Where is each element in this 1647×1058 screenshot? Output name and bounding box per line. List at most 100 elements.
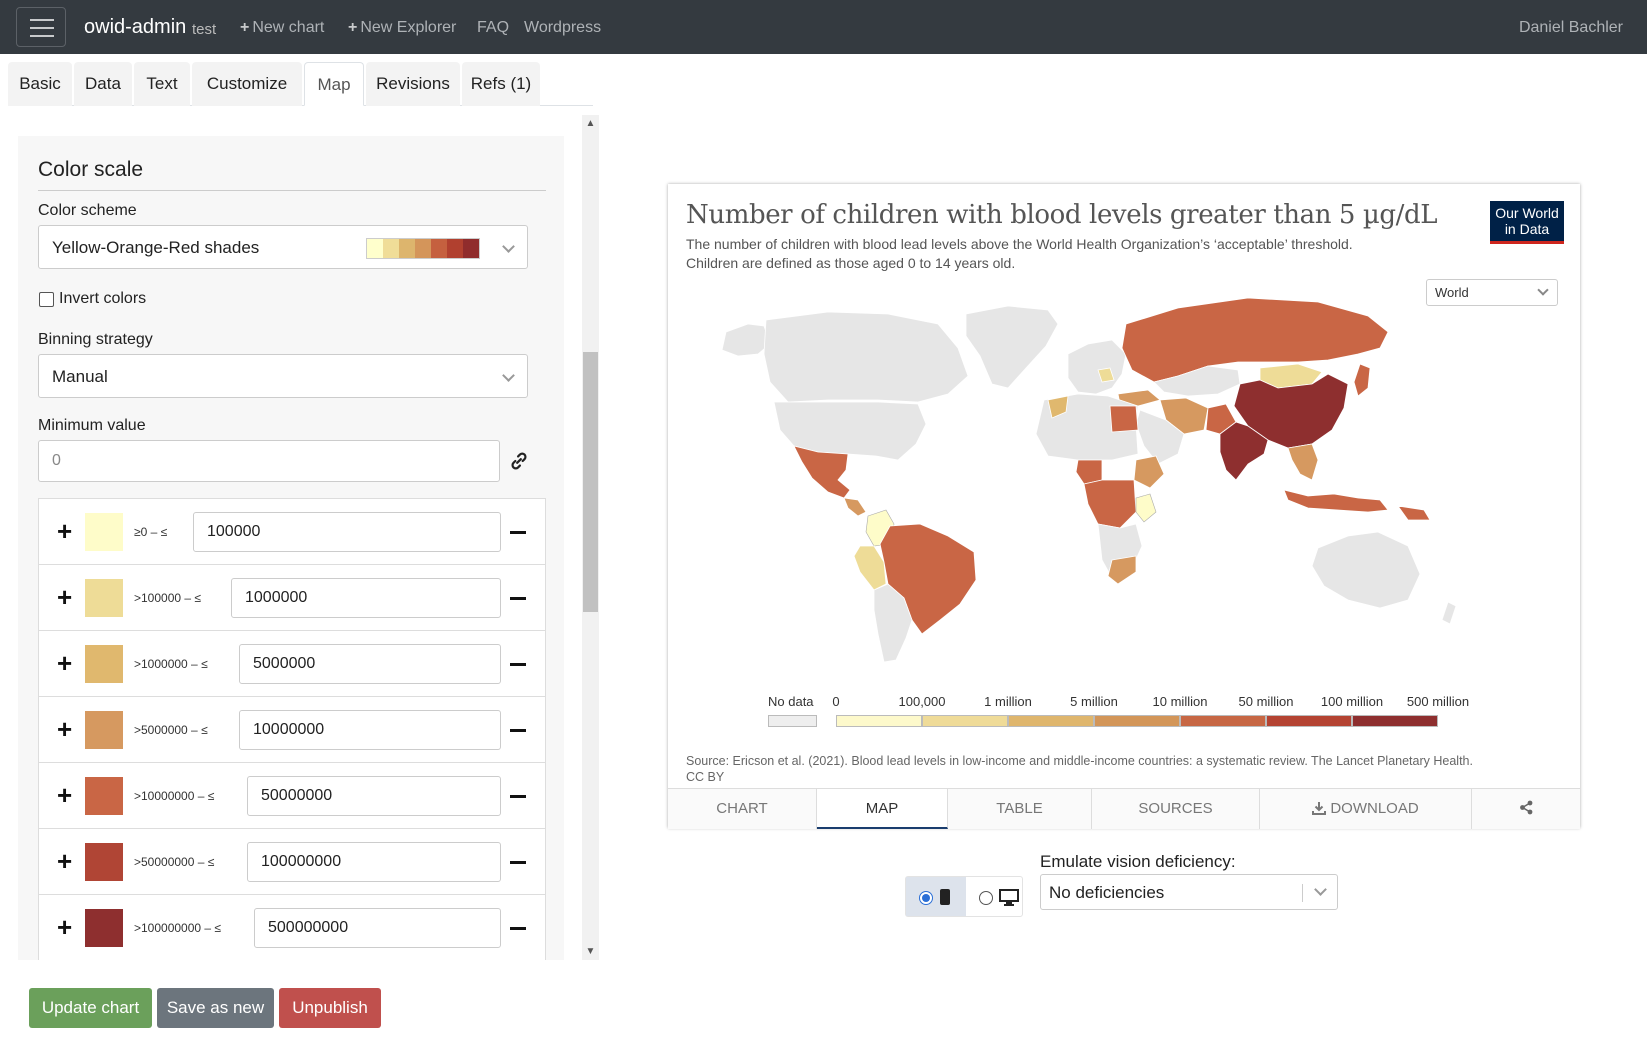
remove-bin-button[interactable] [510, 663, 526, 666]
invert-colors-label[interactable]: Invert colors [59, 290, 147, 307]
tab-revisions[interactable]: Revisions [366, 62, 460, 106]
chevron-down-icon [502, 369, 515, 382]
legend-tick-label: 50 million [1238, 694, 1294, 709]
remove-bin-button[interactable] [510, 729, 526, 732]
remove-bin-button[interactable] [510, 795, 526, 798]
bin-max-input[interactable]: 100000000 [247, 842, 501, 882]
desktop-preview-option[interactable] [966, 877, 1023, 916]
bin-color-swatch[interactable] [85, 909, 123, 947]
bin-max-input[interactable]: 50000000 [247, 776, 501, 816]
chart-title: Number of children with blood levels gre… [686, 200, 1438, 230]
scrollbar-thumb[interactable] [583, 352, 598, 612]
binning-strategy-select[interactable]: Manual [38, 354, 528, 398]
map-region-new-zealand [1441, 601, 1457, 625]
minimum-value-input[interactable]: 0 [38, 440, 500, 482]
world-map[interactable] [708, 284, 1488, 664]
link-icon[interactable] [508, 450, 530, 472]
tab-basic[interactable]: Basic [8, 62, 72, 106]
chart-tab-chart[interactable]: CHART [668, 789, 817, 829]
map-region-egypt [1109, 405, 1139, 433]
legend-color-bin [1094, 715, 1180, 727]
unpublish-button[interactable]: Unpublish [279, 988, 381, 1028]
add-bin-button[interactable]: + [57, 648, 73, 678]
scheme-swatch [431, 239, 447, 258]
remove-bin-button[interactable] [510, 597, 526, 600]
map-legend: No data 0 100,000 1 million 5 million 10 mil… [768, 694, 1488, 734]
region-value: World [1435, 285, 1469, 300]
color-scheme-value: Yellow-Orange-Red shades [52, 238, 260, 257]
device-toggle [905, 876, 1023, 917]
add-bin-button[interactable]: + [57, 582, 73, 612]
user-name[interactable]: Daniel Bachler [1518, 19, 1623, 36]
plus-icon: + [240, 19, 250, 36]
faq-link[interactable]: FAQ [477, 19, 510, 36]
color-scheme-select[interactable]: Yellow-Orange-Red shades [38, 225, 528, 269]
section-divider [38, 190, 546, 191]
map-region-southern-cone [873, 583, 913, 663]
scheme-swatch [463, 239, 479, 258]
bin-color-swatch[interactable] [85, 777, 123, 815]
update-chart-button[interactable]: Update chart [29, 988, 152, 1028]
environment-label: test [192, 21, 217, 38]
mobile-preview-option[interactable] [906, 877, 966, 916]
brand-name[interactable]: owid-admin [84, 16, 187, 38]
new-chart-link[interactable]: + New chart [240, 19, 325, 36]
bin-max-input[interactable]: 100000 [193, 512, 501, 552]
chevron-down-icon [502, 240, 515, 253]
chart-source: Source: Ericson et al. (2021). Blood lea… [686, 753, 1473, 785]
add-bin-button[interactable]: + [57, 846, 73, 876]
chart-tab-bar: CHART MAP TABLE SOURCES DOWNLOAD [668, 788, 1580, 829]
bin-color-swatch[interactable] [85, 579, 123, 617]
bin-color-swatch[interactable] [85, 513, 123, 551]
tab-customize[interactable]: Customize [192, 62, 302, 106]
chart-tab-table[interactable]: TABLE [948, 789, 1092, 829]
tab-map[interactable]: Map [304, 62, 364, 106]
wordpress-link[interactable]: Wordpress [524, 19, 602, 36]
chart-tab-map[interactable]: MAP [817, 789, 948, 829]
tab-refs[interactable]: Refs (1) [462, 62, 540, 106]
bin-row: + >50000000 – ≤ 100000000 [39, 829, 545, 895]
binning-strategy-value: Manual [52, 367, 108, 386]
add-bin-button[interactable]: + [57, 912, 73, 942]
add-bin-button[interactable]: + [57, 714, 73, 744]
remove-bin-button[interactable] [510, 531, 526, 534]
bin-color-swatch[interactable] [85, 645, 123, 683]
save-as-new-button[interactable]: Save as new [157, 988, 274, 1028]
map-region-nigeria [1075, 459, 1103, 485]
bin-range-label: >1000000 – ≤ [134, 657, 208, 671]
map-region-south-africa [1107, 555, 1137, 585]
map-region-alaska [721, 323, 771, 357]
scroll-up-icon[interactable]: ▲ [585, 118, 596, 129]
remove-bin-button[interactable] [510, 861, 526, 864]
map-region-greenland [965, 305, 1059, 389]
invert-colors-checkbox[interactable] [39, 292, 54, 307]
vision-deficiency-select[interactable]: No deficiencies [1040, 874, 1338, 910]
chart-preview: Number of children with blood levels gre… [668, 184, 1580, 829]
menu-icon[interactable] [16, 7, 66, 47]
bin-color-swatch[interactable] [85, 711, 123, 749]
scheme-swatch [383, 239, 399, 258]
bin-max-input[interactable]: 1000000 [231, 578, 501, 618]
chart-tab-share[interactable] [1472, 789, 1580, 829]
download-label: DOWNLOAD [1330, 800, 1419, 817]
scroll-down-icon[interactable]: ▼ [585, 946, 596, 957]
map-region-ethiopia [1133, 455, 1165, 489]
tab-data[interactable]: Data [74, 62, 132, 106]
scheme-swatch [399, 239, 415, 258]
region-select[interactable]: World [1426, 279, 1558, 306]
remove-bin-button[interactable] [510, 927, 526, 930]
owid-logo[interactable]: Our World in Data [1490, 201, 1564, 244]
add-bin-button[interactable]: + [57, 516, 73, 546]
bin-color-swatch[interactable] [85, 843, 123, 881]
chart-tab-sources[interactable]: SOURCES [1092, 789, 1260, 829]
bin-max-input[interactable]: 500000000 [254, 908, 501, 948]
desktop-radio[interactable] [979, 891, 993, 905]
chart-tab-download[interactable]: DOWNLOAD [1260, 789, 1472, 829]
tab-text[interactable]: Text [134, 62, 190, 106]
new-explorer-link[interactable]: + New Explorer [348, 19, 457, 36]
mobile-radio[interactable] [919, 891, 933, 905]
map-region-central-america [843, 497, 867, 517]
bin-max-input[interactable]: 5000000 [239, 644, 501, 684]
bin-max-input[interactable]: 10000000 [239, 710, 501, 750]
add-bin-button[interactable]: + [57, 780, 73, 810]
